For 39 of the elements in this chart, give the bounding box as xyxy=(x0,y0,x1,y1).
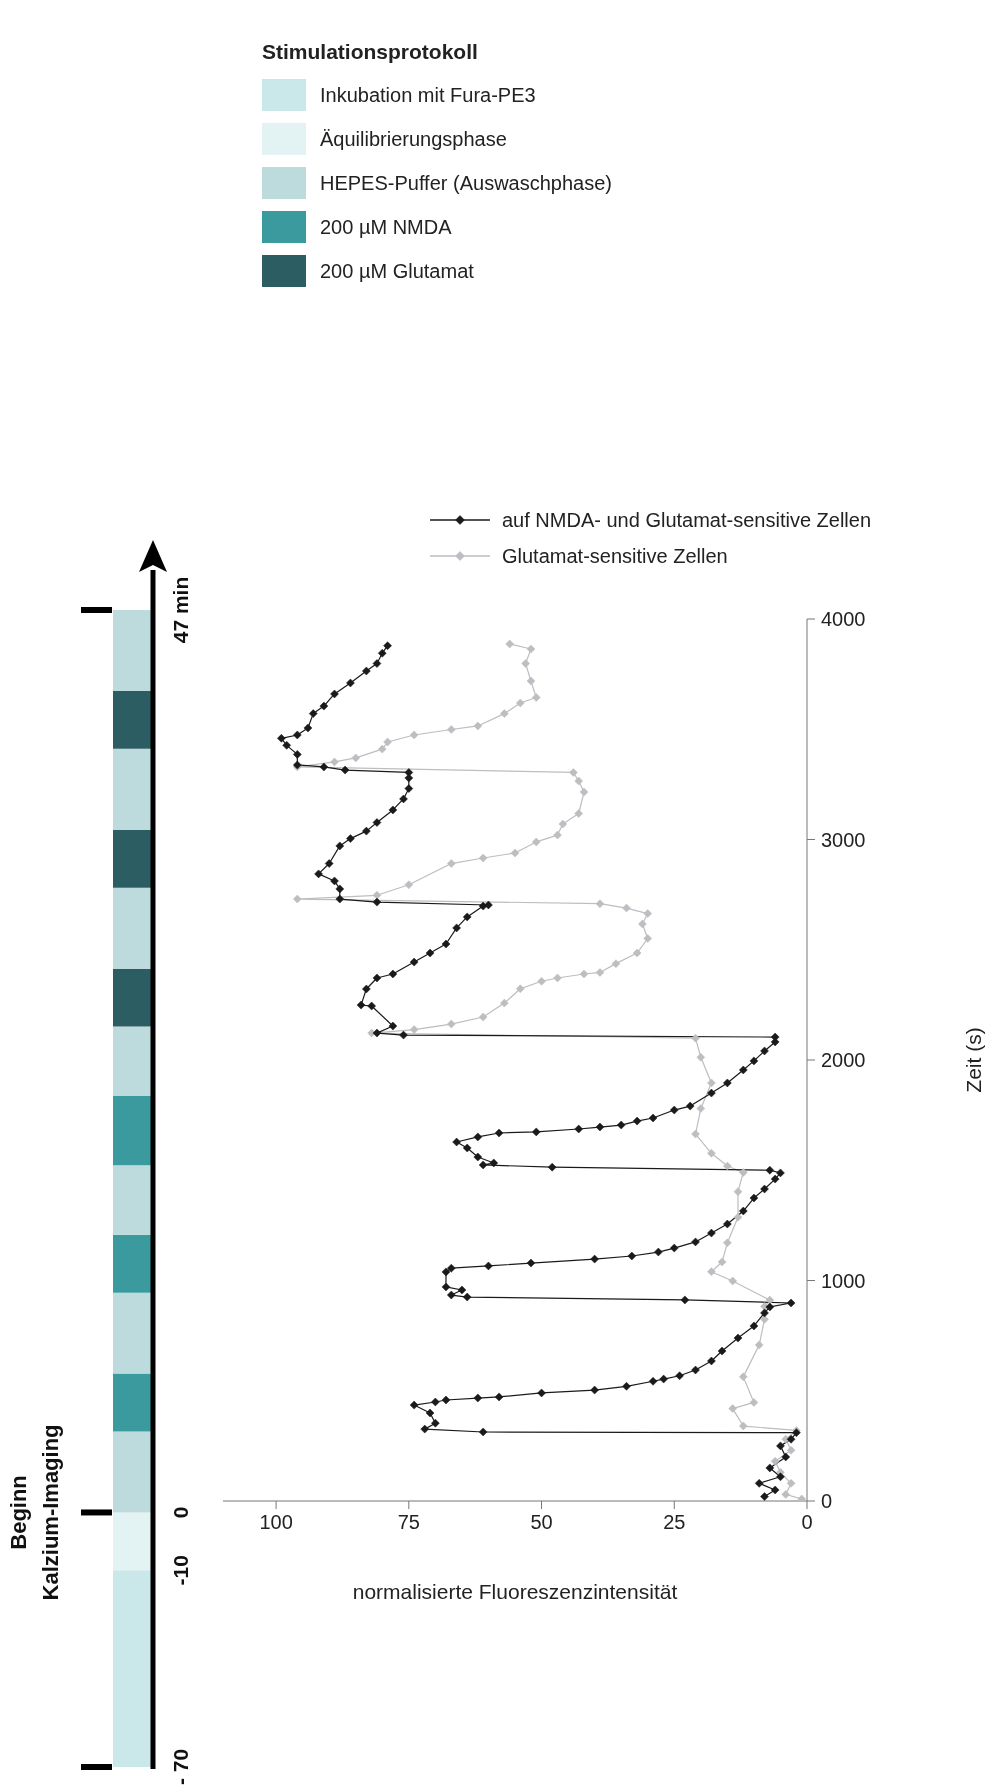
bar xyxy=(113,1234,153,1293)
bar xyxy=(113,829,153,888)
bar xyxy=(113,887,153,969)
text: -10 xyxy=(168,1555,192,1586)
legend-label: Äquilibrierungsphase xyxy=(320,127,507,151)
x-tick-label: 0 xyxy=(801,1511,813,1534)
bar xyxy=(113,1570,153,1767)
legend-label: auf NMDA- und Glutamat-sensitive Zellen xyxy=(502,508,872,532)
x-tick-label: 100 xyxy=(259,1511,293,1534)
y-tick-label: 3000 xyxy=(821,828,866,851)
y-tick-label: 2000 xyxy=(821,1049,866,1072)
bar xyxy=(113,1026,153,1096)
x-tick-label: 25 xyxy=(663,1511,686,1534)
legend-label: 200 µM NMDA xyxy=(320,215,452,239)
text: Beginn Kalzium-Imaging xyxy=(6,1424,63,1601)
legend-label: Glutamat-sensitive Zellen xyxy=(502,544,728,568)
bar xyxy=(113,610,153,691)
legend-label: HEPES-Puffer (Auswaschphase) xyxy=(320,171,612,195)
bar xyxy=(113,968,153,1027)
x-axis-title: normalisierte Fluoreszenzintensität xyxy=(352,1580,678,1603)
legend-label: 200 µM Glutamat xyxy=(320,259,474,283)
x-tick-label: 50 xyxy=(530,1511,553,1534)
y-tick-label: 0 xyxy=(821,1490,833,1513)
text: - 70 xyxy=(168,1748,192,1786)
bar xyxy=(113,690,153,749)
x-tick-label: 75 xyxy=(397,1511,420,1534)
legend-title: Stimulationsprotokoll xyxy=(262,40,479,64)
bar xyxy=(113,1292,153,1374)
y-axis-title: Zeit (s) xyxy=(961,1027,985,1093)
y-tick-label: 1000 xyxy=(821,1269,866,1292)
legend-label: Inkubation mit Fura-PE3 xyxy=(320,83,536,107)
bar xyxy=(113,1095,153,1166)
bar xyxy=(113,1512,153,1571)
bar xyxy=(113,1373,153,1432)
y-tick-label: 4000 xyxy=(821,608,866,631)
bar xyxy=(113,748,153,830)
bar xyxy=(113,1431,153,1513)
bar xyxy=(113,1165,153,1235)
text: 47 min xyxy=(168,576,192,644)
